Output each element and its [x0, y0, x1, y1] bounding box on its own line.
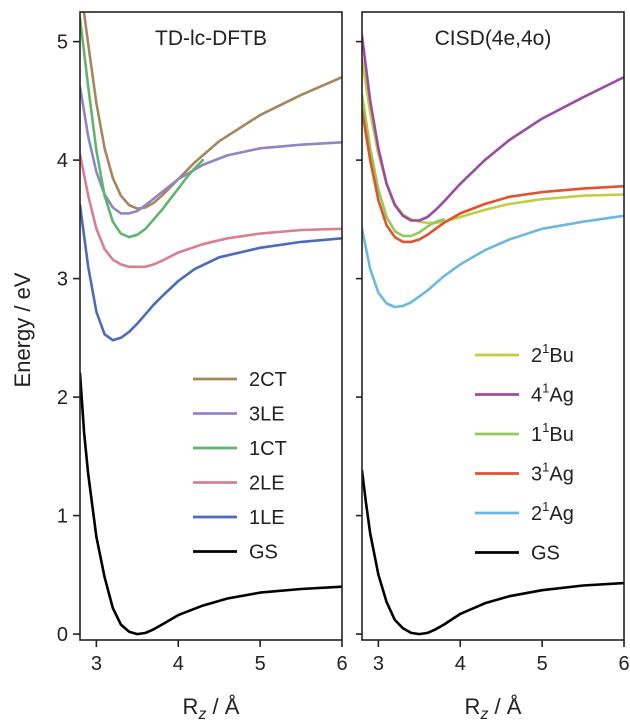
legend-label: 2CT — [249, 369, 287, 391]
x-tick-label: 6 — [336, 653, 347, 675]
legend-entry: GS — [475, 543, 560, 565]
plot-area — [80, 12, 342, 636]
x-axis-label-main: R — [183, 694, 199, 719]
series-line — [362, 469, 624, 636]
y-tick-label: 0 — [57, 624, 68, 646]
x-axis-label-unit: / Å — [206, 694, 239, 719]
panel-title: TD-lc-DFTB — [155, 27, 267, 50]
x-axis-label-sub: z — [197, 706, 206, 720]
legend-entry: 31Ag — [475, 460, 574, 486]
series-line — [80, 152, 342, 269]
x-axis-label-unit: / Å — [488, 694, 521, 719]
legend-entry: 2LE — [193, 473, 285, 495]
legend-entry: 21Bu — [475, 341, 574, 367]
x-axis-label-right: Rz / Å — [465, 694, 522, 720]
legend-label: 1CT — [249, 438, 287, 460]
legend-entry: 1LE — [193, 507, 285, 529]
plot-area — [362, 34, 624, 636]
x-axis-label-sub: z — [479, 706, 488, 720]
x-tick-label: 3 — [373, 653, 384, 675]
series-line — [80, 372, 342, 636]
panel-cisd: 3 4 5 6 CISD(4e,4o) 21Bu 41Ag 11Bu 31Ag 21Ag GS — [356, 11, 630, 675]
series-line — [80, 203, 342, 342]
series-line — [80, 16, 205, 239]
legend-entry: GS — [193, 542, 278, 564]
legend-label: 3LE — [249, 404, 285, 426]
y-axis-label: Energy / eV — [10, 272, 35, 387]
x-tick-label: 4 — [173, 653, 184, 675]
series-line — [362, 214, 624, 309]
legend-label: GS — [249, 542, 278, 564]
series-line — [362, 58, 624, 225]
axes-frame — [79, 11, 343, 641]
x-tick-label: 6 — [618, 653, 629, 675]
panel-td-lc-dftb: 3 4 5 6 0 1 2 3 4 5 TD-lc-DFTB 2CT 3LE 1CT 2LE 1LE GS — [57, 11, 348, 675]
x-axis-label-left: Rz / Å — [183, 694, 240, 720]
series-line — [362, 93, 446, 238]
legend-entry: 21Ag — [475, 499, 574, 525]
x-tick-label: 4 — [455, 653, 466, 675]
legend-entry: 3LE — [193, 404, 285, 426]
y-tick-label: 4 — [57, 150, 68, 172]
y-tick-label: 1 — [57, 506, 68, 528]
legend-label: 21Bu — [531, 341, 574, 367]
legend-label: 1LE — [249, 507, 285, 529]
series-line — [82, 12, 342, 210]
x-tick-label: 3 — [91, 653, 102, 675]
legend-label: GS — [531, 543, 560, 565]
legend-entry: 2CT — [193, 369, 287, 391]
x-tick-label: 5 — [537, 653, 548, 675]
legend: 2CT 3LE 1CT 2LE 1LE GS — [193, 369, 287, 564]
legend-label: 31Ag — [531, 460, 574, 486]
series-line — [362, 109, 624, 244]
legend-entry: 41Ag — [475, 381, 574, 407]
legend: 21Bu 41Ag 11Bu 31Ag 21Ag GS — [475, 341, 574, 565]
legend-entry: 1CT — [193, 438, 287, 460]
x-tick-label: 5 — [255, 653, 266, 675]
y-tick-label: 3 — [57, 269, 68, 291]
x-axis-label-main: R — [465, 694, 481, 719]
legend-label: 11Bu — [531, 420, 574, 446]
legend-label: 41Ag — [531, 381, 574, 407]
axes-frame — [361, 11, 625, 641]
legend-entry: 11Bu — [475, 420, 574, 446]
y-tick-label: 5 — [57, 32, 68, 54]
y-tick-label: 2 — [57, 387, 68, 409]
series-line — [80, 85, 342, 215]
panel-title: CISD(4e,4o) — [435, 27, 552, 50]
legend-label: 2LE — [249, 473, 285, 495]
series-line — [362, 34, 624, 222]
legend-label: 21Ag — [531, 499, 574, 525]
